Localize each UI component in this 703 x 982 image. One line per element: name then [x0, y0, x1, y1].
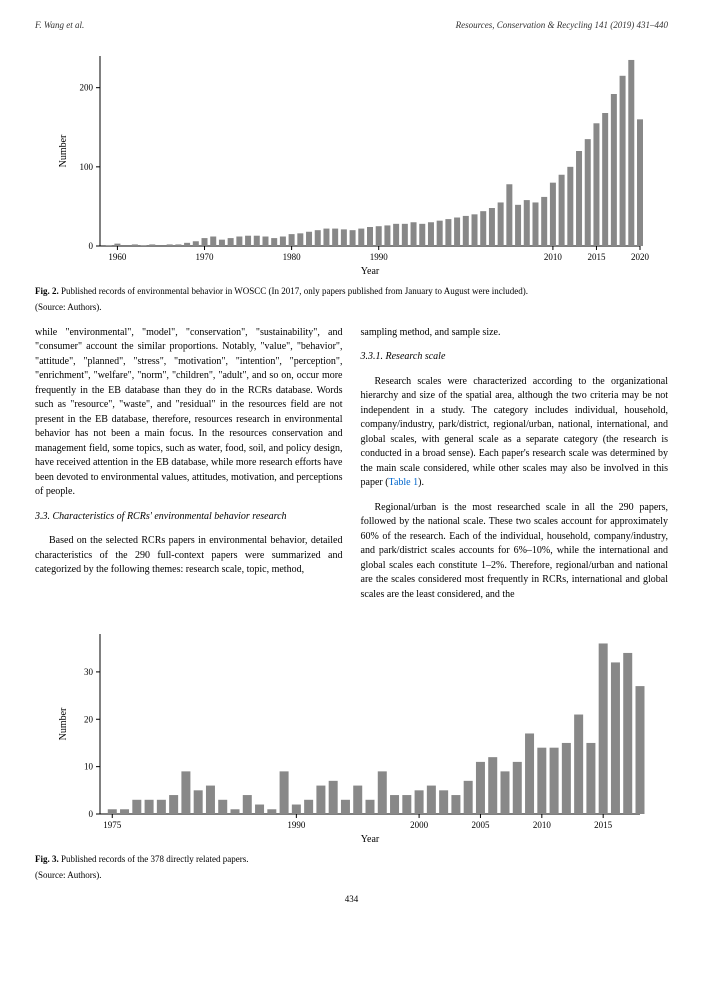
svg-text:200: 200 [79, 83, 93, 93]
svg-text:Year: Year [360, 834, 379, 845]
fig3-source: (Source: Authors). [35, 870, 668, 880]
svg-text:2020: 2020 [631, 252, 650, 262]
page-header: F. Wang et al. Resources, Conservation &… [35, 20, 668, 30]
left-column: while "environmental", "model", "conserv… [35, 326, 343, 613]
fig2-source: (Source: Authors). [35, 302, 668, 312]
svg-text:1990: 1990 [287, 820, 306, 830]
fig3-caption-text: Published records of the 378 directly re… [59, 854, 249, 864]
svg-text:Number: Number [58, 707, 69, 740]
table1-link[interactable]: Table 1 [389, 477, 419, 488]
fig3-chart: 0 10 20 30 1975 1990 2000 2005 2010 2015 Number Yea… [52, 626, 652, 846]
svg-text:100: 100 [79, 162, 93, 172]
header-journal: Resources, Conservation & Recycling 141 … [456, 20, 668, 30]
right-p1: sampling method, and sample size. [361, 326, 669, 341]
svg-text:1990: 1990 [369, 252, 388, 262]
svg-text:2015: 2015 [587, 252, 606, 262]
text-columns: while "environmental", "model", "conserv… [35, 326, 668, 613]
svg-text:Number: Number [58, 134, 69, 167]
right-p2: Research scales were characterized accor… [361, 375, 669, 491]
fig3-container: 0 10 20 30 1975 1990 2000 2005 2010 2015 Number Yea… [35, 626, 668, 846]
right-p3: Regional/urban is the most researched sc… [361, 501, 669, 603]
fig3-caption: Fig. 3. Published records of the 378 dir… [35, 854, 668, 866]
fig2-chart: 0 100 200 1960 1970 1980 1990 2010 2015 2020 Numbe… [52, 48, 652, 278]
fig2-caption-text: Published records of environmental behav… [59, 286, 528, 296]
svg-text:2015: 2015 [594, 820, 613, 830]
left-p1: while "environmental", "model", "conserv… [35, 326, 343, 500]
page-number: 434 [35, 894, 668, 904]
fig3-label: Fig. 3. [35, 854, 59, 864]
svg-text:30: 30 [84, 667, 94, 677]
fig2-container: 0 100 200 1960 1970 1980 1990 2010 2015 2020 Numbe… [35, 48, 668, 278]
left-p2: Based on the selected RCRs papers in env… [35, 534, 343, 578]
fig2-label: Fig. 2. [35, 286, 59, 296]
svg-text:2000: 2000 [410, 820, 429, 830]
right-column: sampling method, and sample size. 3.3.1.… [361, 326, 669, 613]
svg-text:2010: 2010 [532, 820, 551, 830]
svg-text:0: 0 [88, 809, 93, 819]
svg-text:1970: 1970 [195, 252, 214, 262]
svg-text:10: 10 [84, 762, 94, 772]
section-3-3-1: 3.3.1. Research scale [361, 350, 669, 365]
section-3-3: 3.3. Characteristics of RCRs' environmen… [35, 510, 343, 525]
svg-text:Year: Year [360, 266, 379, 277]
svg-text:20: 20 [84, 714, 94, 724]
svg-text:1960: 1960 [108, 252, 127, 262]
svg-text:0: 0 [88, 241, 93, 251]
header-author: F. Wang et al. [35, 20, 84, 30]
svg-text:2005: 2005 [471, 820, 490, 830]
svg-text:2010: 2010 [543, 252, 562, 262]
svg-text:1975: 1975 [103, 820, 122, 830]
fig2-caption: Fig. 2. Published records of environment… [35, 286, 668, 298]
svg-text:1980: 1980 [282, 252, 301, 262]
